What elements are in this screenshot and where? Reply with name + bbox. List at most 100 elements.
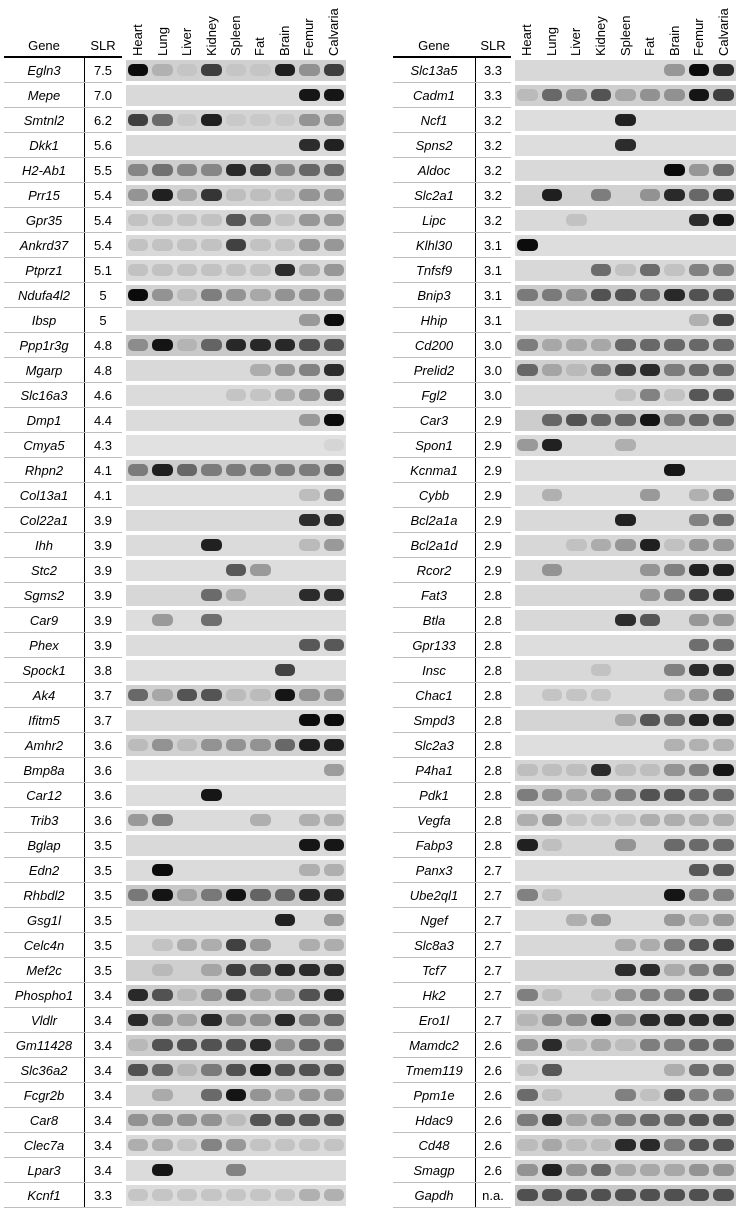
- slr-value: 3.6: [93, 763, 113, 778]
- band-spleen: [615, 289, 636, 301]
- table-row: Col22a1 3.9: [4, 508, 346, 533]
- band-brain: [664, 339, 685, 351]
- band-kidney: [201, 964, 222, 976]
- band-femur: [299, 1114, 320, 1126]
- gene-name: Fcgr2b: [23, 1088, 65, 1103]
- row-divider: [393, 107, 511, 108]
- row-divider: [393, 857, 511, 858]
- band-kidney: [201, 64, 222, 76]
- gene-name: Vegfa: [417, 813, 451, 828]
- column-divider: [84, 908, 85, 933]
- table-row: Kcnma1 2.9: [393, 458, 736, 483]
- gene-name: Slc8a3: [414, 938, 454, 953]
- gene-name: Ppp1r3g: [19, 338, 69, 353]
- band-femur: [299, 1189, 320, 1201]
- row-divider: [4, 432, 122, 433]
- band-lung: [541, 1189, 563, 1201]
- gene-name: Hk2: [422, 988, 446, 1003]
- band-kidney: [590, 539, 612, 551]
- band-heart: [128, 214, 149, 226]
- band-calvaria: [713, 339, 734, 351]
- band-brain: [274, 239, 296, 251]
- gel-strip: [126, 385, 346, 406]
- band-fat: [639, 1189, 661, 1201]
- gene-column-header: Gene: [418, 38, 450, 53]
- band-kidney: [590, 89, 612, 101]
- slr-value: 2.6: [483, 1163, 503, 1178]
- band-fat: [639, 264, 661, 276]
- row-divider: [393, 82, 511, 83]
- band-calvaria: [323, 314, 344, 326]
- band-liver: [566, 364, 587, 376]
- band-spleen: [225, 264, 247, 276]
- band-heart: [517, 364, 538, 376]
- band-femur: [688, 739, 710, 751]
- band-brain: [274, 164, 296, 176]
- band-calvaria: [323, 864, 344, 876]
- band-femur: [688, 639, 710, 651]
- band-calvaria: [323, 164, 344, 176]
- band-femur: [688, 1039, 710, 1051]
- row-divider: [4, 732, 122, 733]
- band-spleen: [225, 214, 247, 226]
- gene-name: Ibsp: [31, 313, 57, 328]
- slr-value: 2.9: [483, 513, 503, 528]
- slr-value: 2.9: [483, 488, 503, 503]
- column-divider: [84, 358, 85, 383]
- gene-name: Spon1: [415, 438, 453, 453]
- band-kidney: [201, 539, 222, 551]
- row-divider: [393, 332, 511, 333]
- row-divider: [4, 607, 122, 608]
- gene-name: Gm11428: [15, 1038, 73, 1053]
- tissue-label-brain: Brain: [276, 25, 292, 56]
- band-spleen: [225, 114, 247, 126]
- band-kidney: [590, 814, 612, 826]
- table-row: Panx3 2.7: [393, 858, 736, 883]
- band-femur: [299, 1014, 320, 1026]
- band-femur: [688, 614, 710, 626]
- table-row: Dmp1 4.4: [4, 408, 346, 433]
- band-brain: [664, 364, 685, 376]
- slr-value: 2.8: [483, 738, 503, 753]
- band-calvaria: [713, 639, 734, 651]
- band-brain: [274, 189, 296, 201]
- table-row: Bmp8a 3.6: [4, 758, 346, 783]
- column-divider: [84, 533, 85, 558]
- row-divider: [393, 707, 511, 708]
- band-liver: [566, 414, 587, 426]
- gene-name: Celc4n: [23, 938, 65, 953]
- band-fat: [639, 964, 661, 976]
- band-calvaria: [323, 1114, 344, 1126]
- band-spleen: [615, 264, 636, 276]
- gel-strip: [126, 1110, 346, 1131]
- band-brain: [664, 389, 685, 401]
- slr-value: 2.6: [483, 1063, 503, 1078]
- band-calvaria: [323, 839, 344, 851]
- band-lung: [152, 1089, 173, 1101]
- gene-name: Prelid2: [413, 363, 455, 378]
- tissue-label-liver: Liver: [568, 27, 584, 56]
- column-divider: [475, 558, 476, 583]
- column-divider: [475, 658, 476, 683]
- row-divider: [393, 607, 511, 608]
- band-calvaria: [323, 639, 344, 651]
- band-brain: [274, 989, 296, 1001]
- gene-name: Rcor2: [416, 563, 452, 578]
- column-divider: [475, 483, 476, 508]
- band-femur: [688, 64, 710, 76]
- band-femur: [299, 1039, 320, 1051]
- band-fat: [250, 1089, 271, 1101]
- gel-strip: [126, 435, 346, 456]
- column-divider: [84, 83, 85, 108]
- column-divider: [475, 958, 476, 983]
- gel-strip: [126, 1060, 346, 1081]
- band-spleen: [225, 739, 247, 751]
- row-divider: [393, 982, 511, 983]
- band-fat: [250, 1039, 271, 1051]
- band-calvaria: [323, 1064, 344, 1076]
- band-liver: [176, 214, 198, 226]
- band-spleen: [615, 989, 636, 1001]
- gel-strip: [515, 60, 736, 81]
- band-femur: [688, 1014, 710, 1026]
- gene-name: Ptprz1: [25, 263, 63, 278]
